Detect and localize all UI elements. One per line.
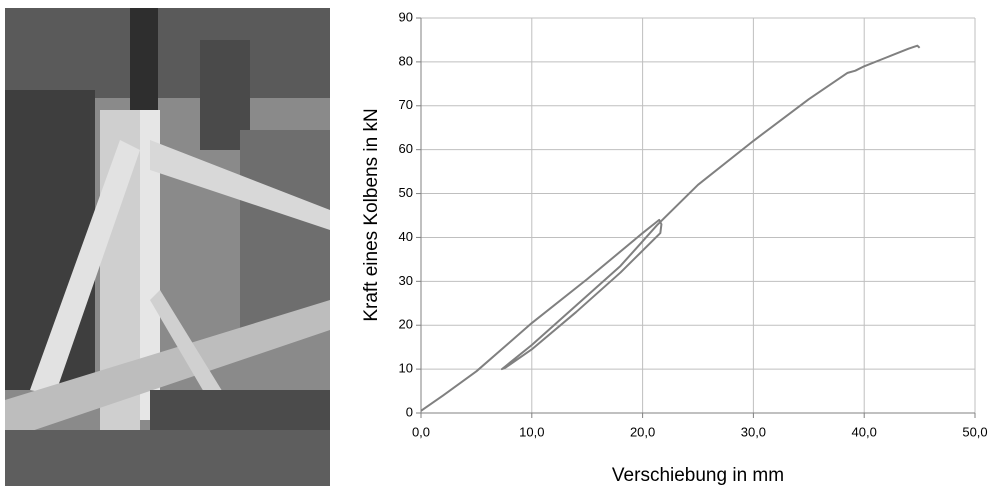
y-tick-label: 10	[399, 361, 413, 376]
photo	[5, 8, 330, 486]
x-tick-label: 30,0	[741, 424, 766, 439]
x-tick-label: 50,0	[962, 424, 987, 439]
data-line	[420, 44, 921, 412]
y-tick-label: 30	[399, 273, 413, 288]
y-tick-label: 60	[399, 141, 413, 156]
y-tick-label: 50	[399, 185, 413, 200]
y-tick-label: 90	[399, 9, 413, 24]
y-tick-label: 40	[399, 229, 413, 244]
y-tick-label: 70	[399, 97, 413, 112]
y-tick-label: 0	[406, 404, 413, 419]
x-tick-label: 0,0	[412, 424, 430, 439]
x-axis-title: Verschiebung in mm	[612, 465, 784, 486]
y-axis-title: Kraft eines Kolbens in kN	[361, 108, 382, 321]
x-tick-label: 40,0	[852, 424, 877, 439]
y-tick-label: 20	[399, 317, 413, 332]
x-tick-label: 10,0	[519, 424, 544, 439]
y-tick-label: 80	[399, 53, 413, 68]
x-tick-label: 20,0	[630, 424, 655, 439]
